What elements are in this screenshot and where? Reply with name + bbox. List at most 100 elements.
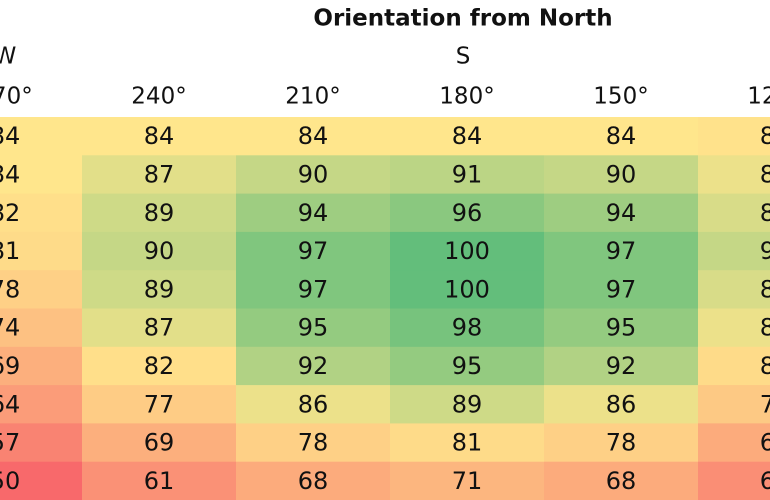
cell-value: 90 (144, 237, 175, 265)
cell-bg (0, 155, 82, 195)
cell-value: 82 (144, 352, 175, 380)
cell-bg (698, 231, 770, 271)
cell-bg (0, 385, 82, 424)
cell-value: 89 (144, 275, 175, 303)
cell-bg (698, 270, 770, 309)
cell-value: 82 (0, 199, 20, 227)
cell-value: 81 (760, 352, 770, 380)
cell-bg (82, 423, 236, 463)
cell-bg (544, 346, 698, 386)
cell-bg (390, 270, 544, 309)
cell-bg (82, 270, 236, 309)
cell-bg (0, 231, 82, 271)
cell-value: 95 (298, 314, 329, 342)
cell-value: 94 (298, 199, 329, 227)
cell-bg (390, 231, 544, 271)
cell-bg (544, 461, 698, 500)
column-header: 120° (747, 84, 770, 110)
cell-bg (0, 423, 82, 463)
cell-bg (236, 423, 390, 463)
cell-value: 69 (144, 429, 175, 457)
cell-value: 60 (760, 467, 770, 495)
cell-bg (698, 423, 770, 463)
cell-value: 84 (606, 122, 637, 150)
cell-bg (0, 346, 82, 386)
cell-bg (544, 117, 698, 156)
cell-bg (390, 423, 544, 463)
cell-bg (236, 270, 390, 309)
cell-value: 97 (298, 275, 329, 303)
cell-bg (390, 117, 544, 156)
cell-value: 90 (760, 237, 770, 265)
cell-value: 96 (452, 199, 483, 227)
cell-value: 86 (606, 390, 637, 418)
cell-value: 68 (298, 467, 329, 495)
cell-value: 69 (0, 352, 20, 380)
cell-bg (390, 461, 544, 500)
cell-bg (390, 308, 544, 348)
column-header: 180° (439, 84, 494, 110)
cell-value: 77 (144, 390, 175, 418)
cell-bg (82, 231, 236, 271)
cell-bg (82, 385, 236, 424)
cell-bg (0, 117, 82, 156)
cell-bg (0, 193, 82, 233)
cell-bg (390, 155, 544, 195)
cell-bg (0, 461, 82, 500)
cell-value: 57 (0, 429, 20, 457)
column-header: 270° (0, 84, 33, 110)
cell-bg (236, 346, 390, 386)
cell-value: 61 (144, 467, 175, 495)
cell-bg (698, 346, 770, 386)
cell-value: 90 (606, 160, 637, 188)
cell-bg (0, 270, 82, 309)
cell-value: 100 (444, 237, 490, 265)
cell-bg (698, 193, 770, 233)
cell-bg (82, 155, 236, 195)
cell-value: 68 (606, 467, 637, 495)
cell-value: 81 (452, 429, 483, 457)
cell-value: 86 (760, 314, 770, 342)
cell-bg (236, 385, 390, 424)
cell-bg (82, 346, 236, 386)
cell-value: 97 (606, 275, 637, 303)
cell-value: 84 (298, 122, 329, 150)
cell-bg (236, 193, 390, 233)
cell-bg (82, 193, 236, 233)
cell-value: 78 (606, 429, 637, 457)
cell-value: 50 (0, 467, 20, 495)
cell-bg (390, 385, 544, 424)
cell-bg (544, 385, 698, 424)
cell-value: 94 (606, 199, 637, 227)
cell-value: 84 (0, 160, 20, 188)
cell-value: 68 (760, 429, 770, 457)
cell-value: 95 (606, 314, 637, 342)
cell-value: 97 (606, 237, 637, 265)
cell-bg (698, 461, 770, 500)
cell-value: 89 (452, 390, 483, 418)
cell-value: 83 (760, 122, 770, 150)
cell-bg (698, 308, 770, 348)
cell-bg (236, 117, 390, 156)
cell-value: 76 (760, 390, 770, 418)
cell-bg (390, 193, 544, 233)
cell-value: 64 (0, 390, 20, 418)
cell-value: 88 (760, 199, 770, 227)
cell-bg (236, 308, 390, 348)
column-header: 150° (593, 84, 648, 110)
cell-value: 97 (298, 237, 329, 265)
cell-value: 74 (0, 314, 20, 342)
cell-value: 87 (144, 314, 175, 342)
cell-value: 84 (452, 122, 483, 150)
direction-label: W (0, 44, 16, 70)
cell-bg (544, 270, 698, 309)
cell-bg (82, 461, 236, 500)
cell-value: 88 (760, 275, 770, 303)
column-header: 210° (285, 84, 340, 110)
cell-value: 71 (452, 467, 483, 495)
cell-value: 90 (298, 160, 329, 188)
cell-bg (698, 155, 770, 195)
cell-bg (236, 155, 390, 195)
cell-value: 87 (144, 160, 175, 188)
cell-value: 92 (298, 352, 329, 380)
